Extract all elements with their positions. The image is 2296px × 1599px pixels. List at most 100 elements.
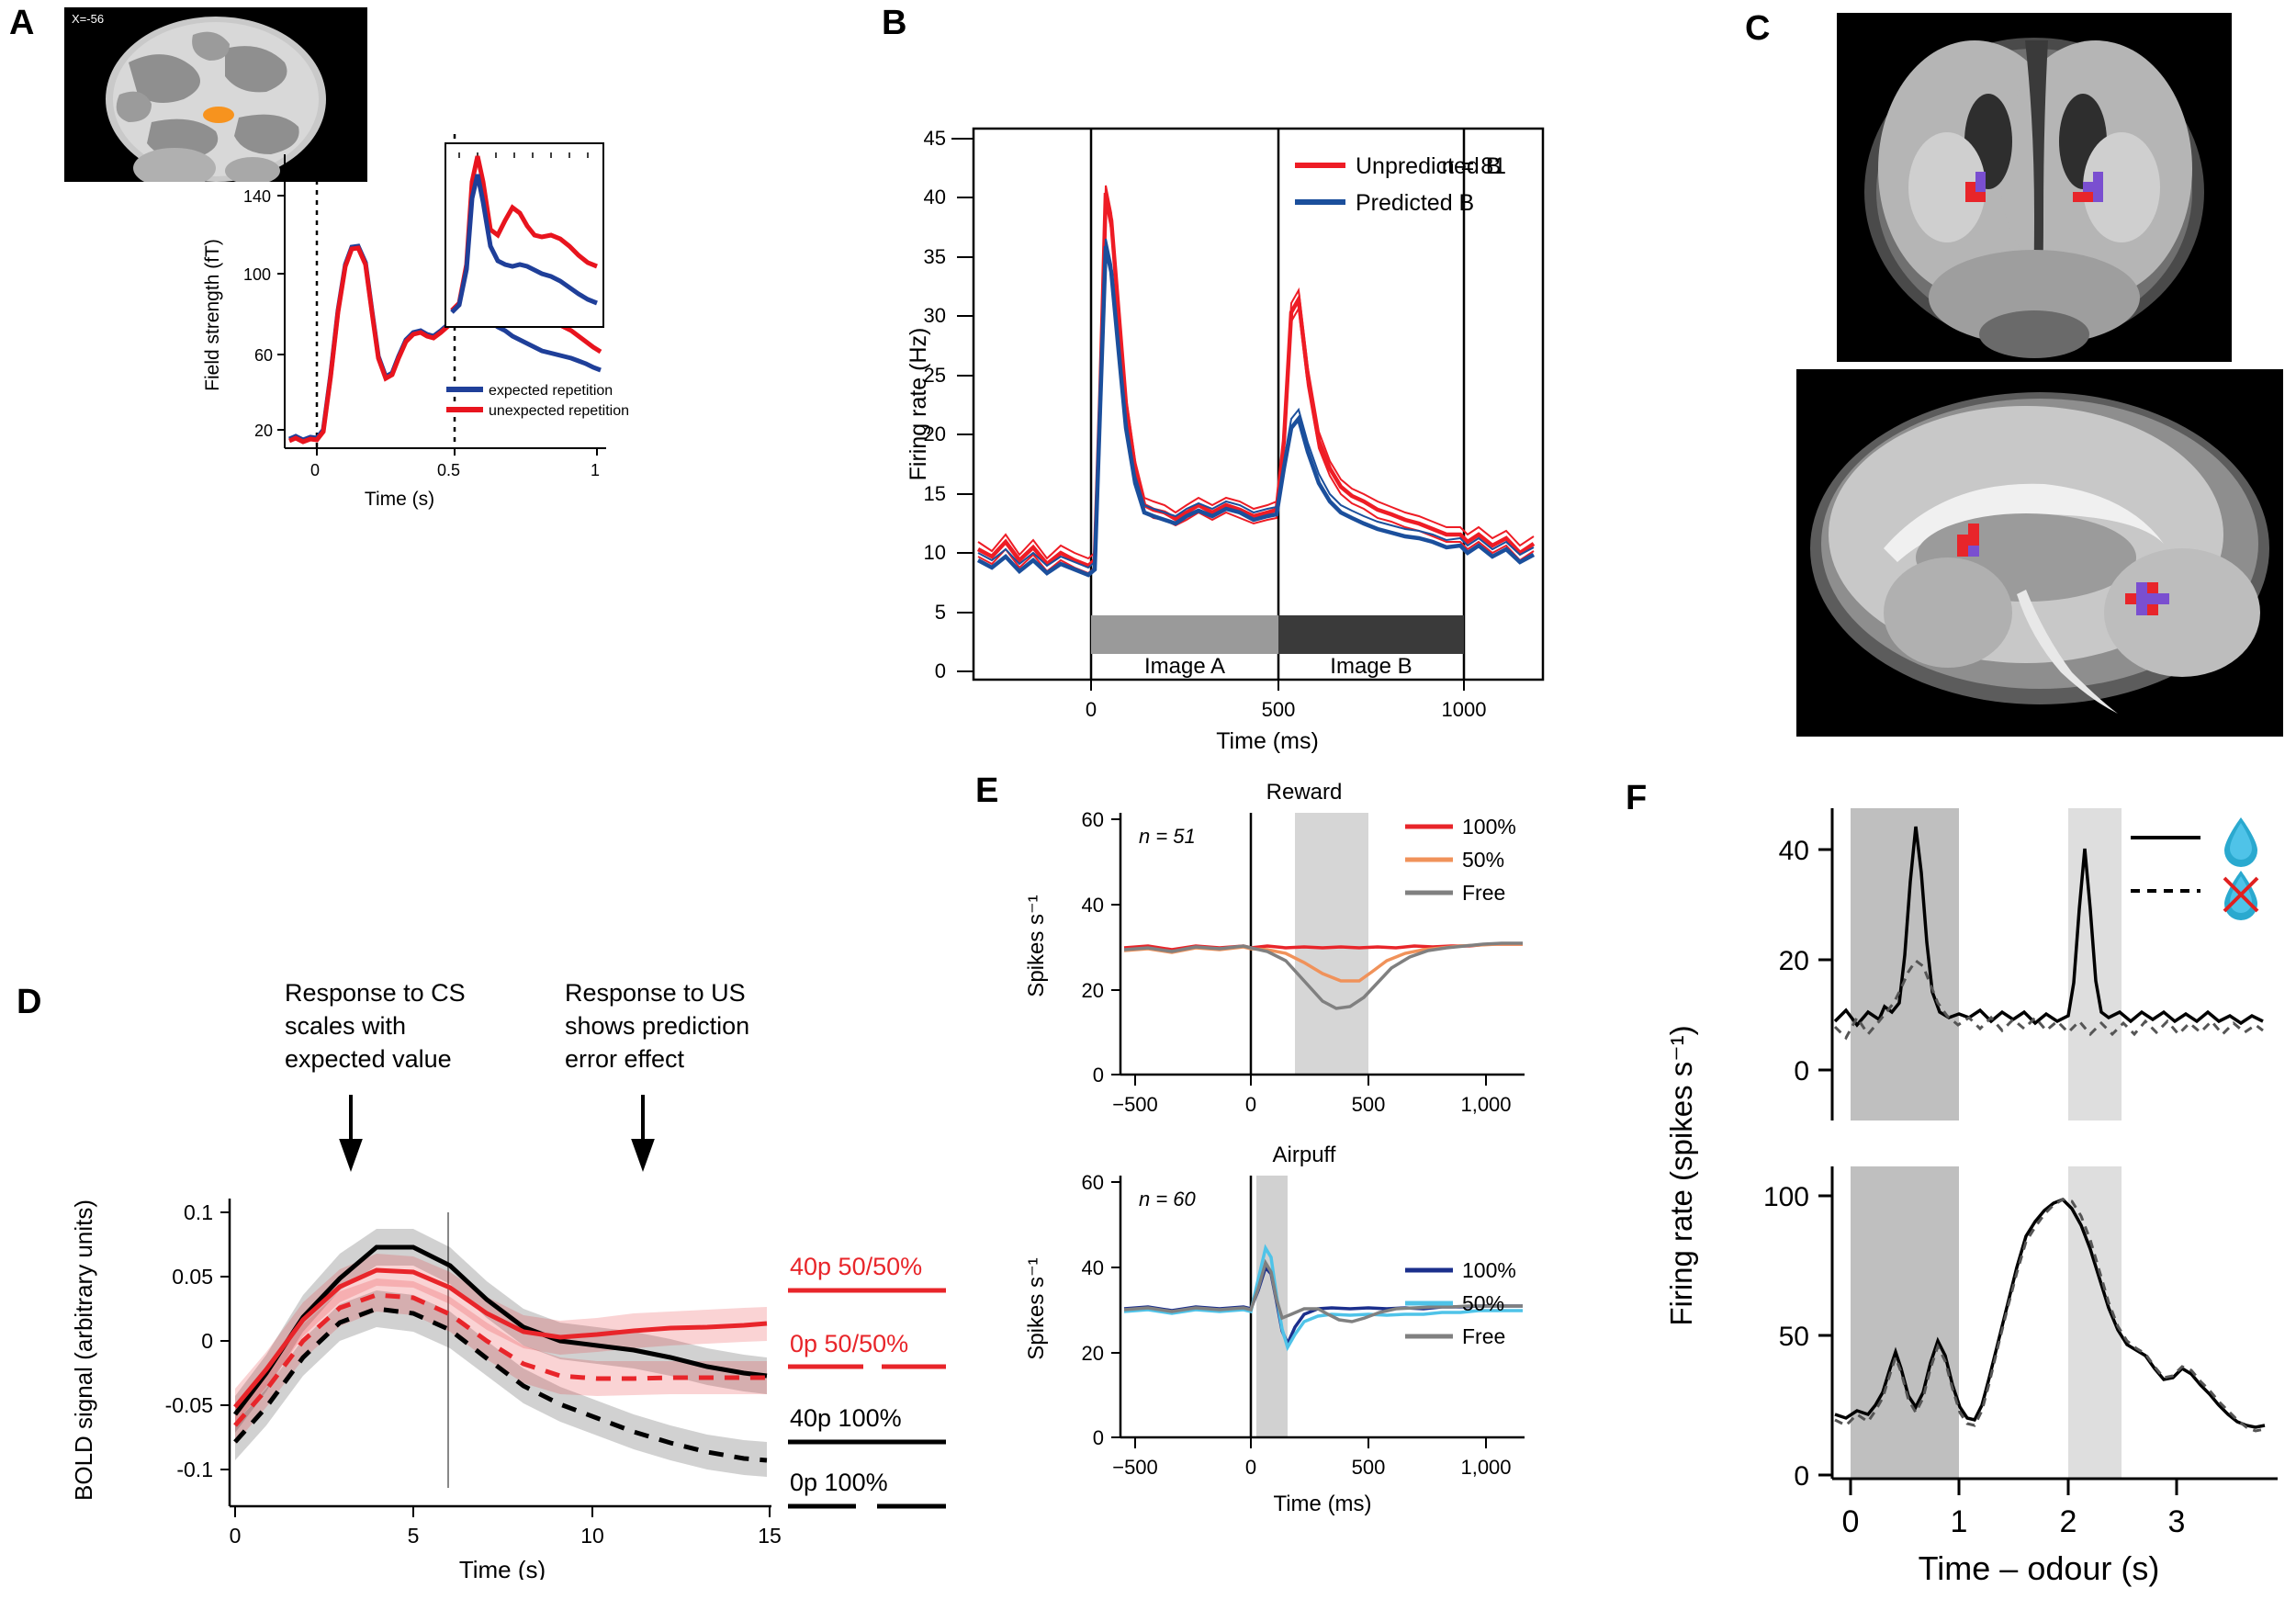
panel-b-ylabel: Firing rate (Hz) (906, 328, 931, 481)
panel-a-brain-coordinate-label: X=-56 (72, 12, 104, 26)
panel-b: 45 40 35 30 25 20 15 10 5 0 Firing rate … (900, 9, 1635, 753)
svg-text:Free: Free (1462, 1324, 1505, 1348)
svg-text:0: 0 (1093, 1064, 1104, 1087)
svg-text:20: 20 (1082, 979, 1104, 1002)
panel-e-top-n-label: n = 51 (1139, 825, 1196, 848)
panel-a: X=-56 140 100 60 20 0 0.5 1 Time (s) Fie… (55, 7, 698, 510)
panel-a-plot: 140 100 60 20 0 0.5 1 Time (s) Field str… (202, 134, 629, 510)
panel-b-stimulus-bar-b (1278, 615, 1464, 654)
panel-b-letter: B (882, 4, 907, 42)
svg-text:30: 30 (924, 304, 946, 327)
panel-e-bottom-plot: Airpuff 60 40 20 0 Spikes s⁻¹ −500 0 500… (1024, 1143, 1525, 1516)
svg-text:60: 60 (254, 346, 273, 365)
svg-text:0: 0 (935, 659, 946, 682)
svg-text:25: 25 (924, 364, 946, 387)
panel-d-annotation2-line3: error effect (565, 1045, 685, 1073)
svg-text:0: 0 (1093, 1426, 1104, 1449)
svg-text:15: 15 (758, 1524, 782, 1548)
svg-text:1000: 1000 (1442, 698, 1487, 721)
panel-e-bottom-title: Airpuff (1273, 1143, 1336, 1167)
panel-a-xlabel: Time (s) (365, 489, 434, 510)
svg-text:0: 0 (1794, 1461, 1809, 1492)
svg-text:1,000: 1,000 (1460, 1093, 1511, 1116)
panel-e-top-title: Reward (1266, 780, 1343, 805)
panel-f-ylabel: Firing rate (spikes s⁻¹) (1664, 1025, 1698, 1325)
svg-text:0: 0 (1086, 698, 1097, 721)
panel-a-ylabel: Field strength (fT) (202, 239, 223, 391)
svg-text:0: 0 (310, 461, 320, 479)
svg-text:0: 0 (201, 1329, 213, 1353)
svg-text:20: 20 (254, 422, 273, 440)
panel-b-bar-label-a: Image A (1144, 654, 1225, 679)
panel-e-bottom-ylabel: Spikes s⁻¹ (1024, 1257, 1049, 1359)
svg-text:35: 35 (924, 245, 946, 268)
svg-text:0.5: 0.5 (437, 461, 460, 479)
svg-text:100%: 100% (1462, 1258, 1516, 1282)
panel-e-top-plot: Reward 60 40 20 0 Spikes s⁻¹ −500 0 500 … (1024, 780, 1525, 1116)
panel-c-activation-sagittal (1957, 524, 2169, 615)
panel-d-annotation2-line2: shows prediction (565, 1012, 749, 1040)
svg-text:0: 0 (1794, 1056, 1809, 1087)
svg-text:500: 500 (1352, 1093, 1386, 1116)
panel-f-xlabel: Time – odour (s) (1919, 1549, 2160, 1587)
panel-f-letter: F (1626, 779, 1648, 817)
svg-text:20: 20 (924, 422, 946, 445)
svg-text:40: 40 (1082, 894, 1104, 917)
panel-e-bottom-shaded-window (1256, 1176, 1288, 1437)
svg-text:5: 5 (935, 601, 946, 624)
panel-c-coronal-image (1837, 13, 2232, 362)
svg-text:20: 20 (1779, 946, 1809, 976)
panel-d-xlabel: Time (s) (459, 1556, 546, 1580)
svg-text:50: 50 (1779, 1322, 1809, 1352)
svg-text:3: 3 (2168, 1504, 2186, 1539)
panel-e-bottom-xlabel: Time (ms) (1273, 1492, 1371, 1516)
panel-e-top-ylabel: Spikes s⁻¹ (1024, 895, 1049, 997)
svg-text:60: 60 (1082, 1171, 1104, 1194)
svg-text:10: 10 (580, 1524, 604, 1548)
panel-b-bar-label-b: Image B (1330, 654, 1412, 679)
svg-text:40: 40 (1779, 836, 1809, 866)
svg-text:expected repetition: expected repetition (489, 383, 613, 399)
panel-a-legend: expected repetition unexpected repetitio… (446, 383, 629, 419)
svg-text:60: 60 (1082, 808, 1104, 831)
svg-text:0.05: 0.05 (172, 1265, 213, 1289)
svg-text:45: 45 (924, 127, 946, 150)
panel-e-bottom-legend: 100% 50% Free (1405, 1258, 1516, 1348)
panel-d-annotation2-line1: Response to US (565, 979, 746, 1007)
svg-text:500: 500 (1262, 698, 1296, 721)
panel-c-activation-coronal (1965, 172, 2103, 202)
panel-e-top-shaded-window (1295, 813, 1368, 1075)
panel-b-plot: 45 40 35 30 25 20 15 10 5 0 Firing rate … (906, 127, 1545, 753)
svg-text:140: 140 (243, 187, 271, 206)
svg-text:0: 0 (1842, 1504, 1860, 1539)
panel-b-legend: Unpredicted B Predicted B n = 81 (1295, 153, 1506, 216)
svg-text:10: 10 (924, 541, 946, 564)
svg-text:−500: −500 (1112, 1093, 1158, 1116)
panel-c-letter: C (1745, 9, 1771, 48)
panel-d-annotation1-line1: Response to CS (285, 979, 466, 1007)
panel-d-annotation1-line2: scales with (285, 1012, 406, 1040)
panel-d-plot: Response to CS scales with expected valu… (70, 979, 946, 1580)
water-drop-crossed-icon (2223, 871, 2259, 920)
svg-text:100: 100 (243, 265, 271, 284)
svg-text:−500: −500 (1112, 1456, 1158, 1479)
panel-d-trace-label-0: 40p 50/50% (790, 1253, 922, 1280)
panel-d-annotation1-line3: expected value (285, 1045, 452, 1073)
panel-f: Firing rate (spikes s⁻¹) 40 20 0 (1653, 771, 2296, 1589)
svg-text:5: 5 (408, 1524, 420, 1548)
panel-f-legend (2131, 817, 2259, 920)
water-drop-icon (2224, 817, 2257, 867)
svg-text:unexpected repetition: unexpected repetition (489, 403, 629, 419)
panel-b-n-label: n = 81 (1442, 153, 1506, 179)
panel-b-xlabel: Time (ms) (1216, 728, 1319, 753)
svg-text:100: 100 (1763, 1182, 1809, 1212)
svg-text:2: 2 (2060, 1504, 2077, 1539)
svg-text:1,000: 1,000 (1460, 1456, 1511, 1479)
panel-b-stimulus-bar-a (1091, 615, 1278, 654)
panel-f-bottom-shade-odour (1851, 1166, 1959, 1479)
svg-text:15: 15 (924, 482, 946, 505)
panel-d-letter: D (17, 983, 42, 1021)
svg-text:Free: Free (1462, 881, 1505, 905)
svg-text:40: 40 (924, 186, 946, 208)
svg-text:0: 0 (1245, 1456, 1256, 1479)
